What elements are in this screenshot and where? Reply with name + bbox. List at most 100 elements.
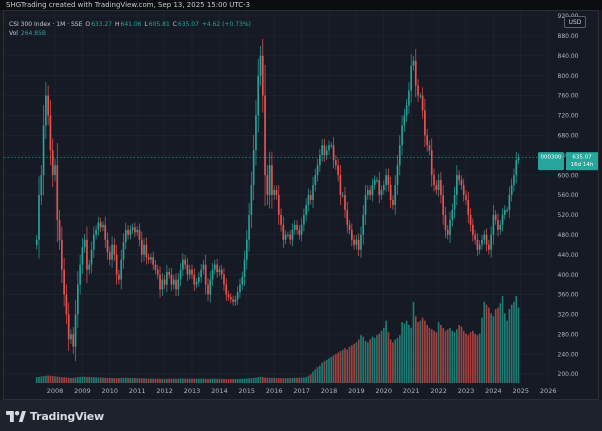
candle-body	[232, 299, 234, 302]
candle-body	[492, 214, 495, 235]
open-label: O	[85, 21, 91, 28]
volume-bar	[250, 378, 253, 383]
candle-body	[159, 274, 161, 290]
volume-bar	[412, 301, 415, 383]
candle-body	[366, 190, 369, 196]
candle-body	[501, 214, 504, 225]
candle-body	[111, 244, 113, 260]
candle-body	[54, 165, 56, 176]
volume-bar	[243, 378, 246, 383]
currency-button[interactable]: USD	[564, 16, 586, 28]
volume-bar	[492, 316, 495, 383]
candle-body	[38, 195, 40, 240]
volume-bar	[145, 378, 148, 383]
candle-body	[143, 244, 145, 255]
candle-body	[175, 279, 177, 290]
volume-bar	[351, 345, 353, 383]
y-tick-label: 800.00	[558, 73, 579, 80]
candle-body	[474, 234, 476, 240]
volume-bar	[193, 378, 196, 383]
tradingview-logo-icon	[6, 410, 26, 422]
volume-bar	[45, 375, 47, 383]
high-label: H	[114, 21, 120, 28]
candle-body	[92, 234, 95, 250]
volume-bar	[223, 378, 225, 383]
volume-bar	[150, 378, 152, 383]
candle-body	[387, 175, 390, 186]
volume-bar	[232, 379, 234, 383]
volume-bar	[449, 327, 451, 383]
candle-body	[346, 209, 349, 225]
candle-body	[266, 175, 269, 196]
volume-bar	[74, 377, 77, 383]
volume-bar	[382, 327, 385, 383]
volume-bar	[35, 377, 38, 383]
volume-bar	[113, 378, 116, 383]
x-tick-label: 2022	[430, 387, 447, 395]
candle-body	[353, 239, 355, 245]
candle-body	[458, 175, 460, 181]
x-tick-label: 2014	[211, 387, 228, 395]
volume-bar	[478, 333, 481, 383]
volume-bar	[49, 375, 52, 383]
volume-bar	[396, 338, 399, 383]
candle-body	[348, 224, 351, 230]
volume-bar	[54, 376, 56, 383]
chart-frame[interactable]: 920.00880.00840.00800.00760.00720.00680.…	[3, 10, 599, 400]
volume-bar	[465, 333, 467, 383]
volume-bar	[410, 327, 413, 383]
candle-body	[191, 269, 193, 275]
volume-bar	[97, 377, 100, 383]
candle-body	[241, 277, 244, 285]
volume-bar	[136, 378, 139, 383]
volume-bar	[499, 303, 502, 383]
candle-body	[503, 209, 506, 215]
candle-body	[330, 145, 333, 147]
volume-bar	[483, 301, 486, 383]
volume-bar	[129, 377, 132, 383]
top-bar: SHGTrading created with TradingView.com,…	[0, 0, 602, 10]
volume-bar	[245, 378, 248, 383]
volume-bar	[138, 378, 141, 383]
candle-body	[291, 229, 294, 240]
candle-body	[106, 239, 109, 253]
candle-body	[108, 252, 111, 260]
x-tick-label: 2017	[293, 387, 310, 395]
candle-body	[127, 229, 129, 235]
y-tick-label: 880.00	[558, 33, 579, 40]
candle-body	[476, 239, 479, 250]
volume-bar	[61, 377, 63, 383]
candle-body	[118, 274, 120, 280]
tradingview-logo[interactable]: TradingView	[6, 408, 104, 424]
legend: CSI 300 Index · 1M · SSE O633.27 H641.06…	[9, 20, 252, 38]
volume-bar	[341, 349, 344, 383]
volume-bar	[79, 376, 81, 383]
volume-bar	[346, 349, 349, 383]
x-tick-label: 2019	[348, 387, 365, 395]
volume-bar	[47, 375, 49, 383]
volume-bar	[392, 342, 394, 383]
candle-body	[323, 145, 326, 156]
volume-bar	[378, 333, 381, 383]
x-tick-label: 2023	[458, 387, 475, 395]
candle-body	[63, 269, 65, 295]
candle-body	[275, 190, 278, 196]
volume-bar	[204, 378, 207, 383]
high-value: 641.06	[120, 21, 142, 28]
y-tick-label: 440.00	[558, 252, 579, 259]
candle-body	[65, 294, 68, 315]
volume-bar	[277, 378, 280, 383]
candle-body	[243, 259, 246, 278]
candle-body	[239, 284, 241, 292]
volume-bar	[485, 304, 488, 383]
candle-body	[355, 239, 358, 245]
volume-bar	[472, 330, 474, 383]
chart-canvas[interactable]: 920.00880.00840.00800.00760.00720.00680.…	[4, 11, 600, 401]
candle-body	[45, 95, 47, 126]
volume-bar	[440, 325, 442, 383]
candle-body	[335, 160, 337, 166]
legend-symbol[interactable]: CSI 300 Index · 1M · SSE	[9, 21, 83, 28]
candle-body	[488, 244, 490, 250]
x-tick-label: 2011	[129, 387, 146, 395]
candle-body	[316, 165, 319, 176]
